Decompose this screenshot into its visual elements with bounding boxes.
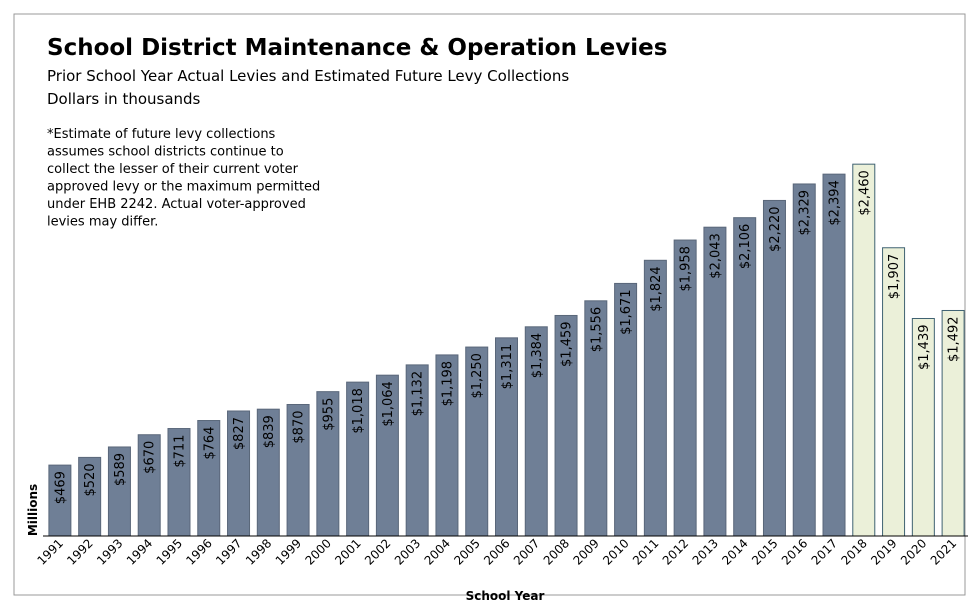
value-label: $1,907 <box>887 254 902 300</box>
value-label: $1,459 <box>560 321 575 367</box>
value-label: $469 <box>53 471 68 504</box>
x-axis-label: School Year <box>466 589 545 603</box>
value-label: $870 <box>292 410 307 443</box>
annotation: under EHB 2242. Actual voter-approved <box>47 197 306 212</box>
annotation: assumes school districts continue to <box>47 145 284 160</box>
value-label: $827 <box>232 417 247 450</box>
value-label: $670 <box>143 441 158 474</box>
value-label: $589 <box>113 453 128 486</box>
value-label: $955 <box>321 398 336 431</box>
annotation: *Estimate of future levy collections <box>47 127 276 142</box>
annotation: approved levy or the maximum permitted <box>47 180 320 195</box>
value-label: $2,460 <box>857 170 872 216</box>
subtitle: Dollars in thousands <box>47 90 201 108</box>
value-label: $1,250 <box>470 353 485 399</box>
annotation: collect the lesser of their current vote… <box>47 162 299 177</box>
chart-title: School District Maintenance & Operation … <box>47 35 667 61</box>
subtitle: Prior School Year Actual Levies and Esti… <box>47 67 569 85</box>
value-label: $1,132 <box>411 371 426 417</box>
value-label: $1,311 <box>500 344 515 390</box>
bar <box>822 173 846 537</box>
value-label: $1,671 <box>619 289 634 335</box>
value-label: $711 <box>172 435 187 468</box>
value-label: $764 <box>202 427 217 460</box>
value-label: $2,329 <box>798 190 813 236</box>
value-label: $2,106 <box>738 224 753 269</box>
value-label: $2,043 <box>708 233 723 279</box>
bar <box>852 163 876 537</box>
value-label: $2,394 <box>828 180 843 226</box>
bar <box>792 183 816 537</box>
y-axis-label: Millions <box>26 484 40 536</box>
value-label: $839 <box>262 415 277 448</box>
value-label: $1,198 <box>440 361 455 407</box>
value-label: $2,220 <box>768 206 783 252</box>
value-label: $1,958 <box>679 246 694 292</box>
value-label: $1,018 <box>351 388 366 434</box>
annotation: levies may differ. <box>47 215 158 230</box>
value-label: $1,384 <box>530 333 545 379</box>
value-label: $1,556 <box>589 307 604 353</box>
value-label: $1,824 <box>649 266 664 312</box>
value-label: $1,492 <box>947 316 962 362</box>
value-label: $1,064 <box>381 381 396 427</box>
value-label: $520 <box>83 463 98 496</box>
value-label: $1,439 <box>917 324 932 370</box>
